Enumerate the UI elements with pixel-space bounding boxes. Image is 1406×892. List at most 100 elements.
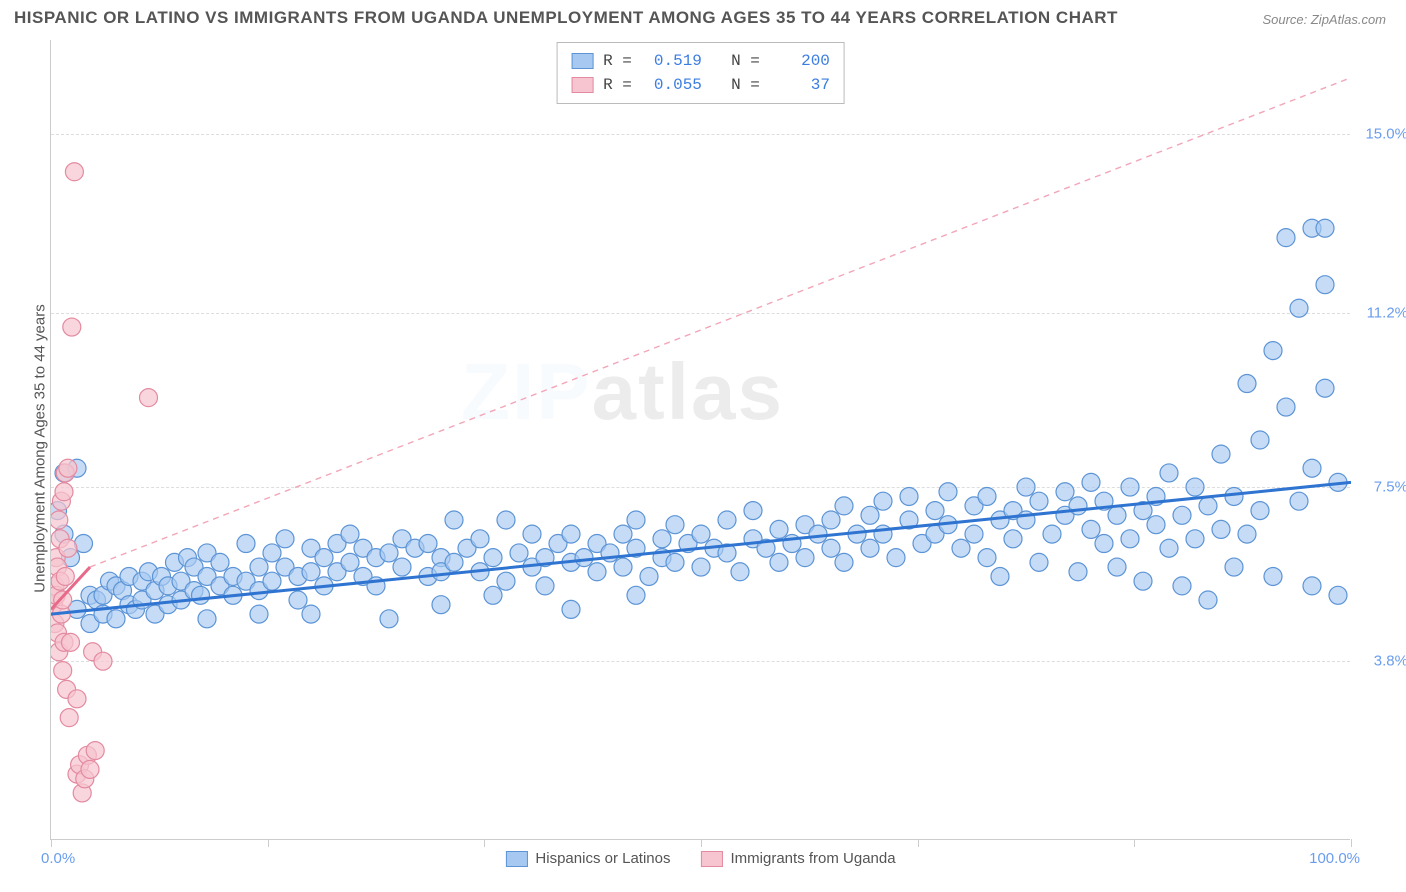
x-tick — [51, 839, 52, 847]
scatter-point — [1329, 586, 1347, 604]
scatter-point — [107, 610, 125, 628]
scatter-point — [1108, 506, 1126, 524]
scatter-point — [1043, 525, 1061, 543]
scatter-point — [1017, 478, 1035, 496]
y-axis-label: Unemployment Among Ages 35 to 44 years — [32, 299, 49, 599]
scatter-point — [588, 563, 606, 581]
scatter-point — [1160, 539, 1178, 557]
scatter-point — [315, 549, 333, 567]
scatter-point — [380, 610, 398, 628]
scatter-point — [94, 652, 112, 670]
scatter-point — [1186, 478, 1204, 496]
scatter-point — [575, 549, 593, 567]
scatter-point — [1238, 525, 1256, 543]
scatter-point — [1212, 445, 1230, 463]
scatter-point — [289, 591, 307, 609]
scatter-point — [432, 596, 450, 614]
scatter-point — [926, 502, 944, 520]
scatter-point — [68, 690, 86, 708]
legend-swatch — [571, 53, 593, 69]
scatter-point — [1277, 229, 1295, 247]
scatter-point — [1264, 342, 1282, 360]
legend-r-value: 0.055 — [642, 73, 702, 97]
scatter-point — [1121, 530, 1139, 548]
legend-n-label: N = — [712, 73, 760, 97]
scatter-point — [653, 530, 671, 548]
scatter-point — [835, 497, 853, 515]
scatter-point — [497, 511, 515, 529]
scatter-point — [614, 525, 632, 543]
scatter-point — [1069, 497, 1087, 515]
scatter-point — [1290, 492, 1308, 510]
legend-n-value: 37 — [770, 73, 830, 97]
scatter-point — [1277, 398, 1295, 416]
scatter-point — [614, 558, 632, 576]
scatter-point — [341, 525, 359, 543]
scatter-point — [302, 563, 320, 581]
legend-r-label: R = — [603, 73, 632, 97]
scatter-point — [81, 760, 99, 778]
scatter-point — [54, 662, 72, 680]
scatter-point — [1082, 520, 1100, 538]
x-axis-max-label: 100.0% — [1309, 850, 1360, 867]
scatter-point — [562, 600, 580, 618]
scatter-point — [536, 577, 554, 595]
scatter-point — [393, 558, 411, 576]
scatter-point — [1251, 431, 1269, 449]
scatter-point — [1225, 558, 1243, 576]
scatter-point — [192, 586, 210, 604]
scatter-point — [1251, 502, 1269, 520]
x-tick — [918, 839, 919, 847]
scatter-point — [627, 511, 645, 529]
scatter-point — [991, 567, 1009, 585]
x-tick — [484, 839, 485, 847]
scatter-point — [1316, 379, 1334, 397]
scatter-point — [666, 553, 684, 571]
x-tick — [701, 839, 702, 847]
scatter-point — [666, 516, 684, 534]
scatter-point — [744, 502, 762, 520]
scatter-point — [562, 525, 580, 543]
scatter-point — [1056, 483, 1074, 501]
scatter-point — [978, 549, 996, 567]
scatter-point — [54, 591, 72, 609]
y-tick-label: 15.0% — [1358, 126, 1406, 143]
scatter-point — [51, 511, 68, 529]
legend-row: R = 0.055 N = 37 — [571, 73, 830, 97]
scatter-point — [1303, 459, 1321, 477]
scatter-point — [1121, 478, 1139, 496]
scatter-point — [822, 511, 840, 529]
scatter-point — [978, 487, 996, 505]
scatter-point — [65, 163, 83, 181]
scatter-point — [86, 742, 104, 760]
scatter-point — [497, 572, 515, 590]
scatter-point — [510, 544, 528, 562]
x-axis-min-label: 0.0% — [41, 850, 75, 867]
scatter-point — [1173, 506, 1191, 524]
scatter-point — [939, 483, 957, 501]
legend-swatch — [505, 851, 527, 867]
scatter-point — [796, 549, 814, 567]
scatter-point — [770, 553, 788, 571]
scatter-point — [341, 553, 359, 571]
scatter-point — [1316, 276, 1334, 294]
scatter-point — [1199, 591, 1217, 609]
scatter-point — [965, 525, 983, 543]
legend-r-label: R = — [603, 49, 632, 73]
scatter-point — [627, 586, 645, 604]
legend-row: R =0.519 N =200 — [571, 49, 830, 73]
y-tick-label: 7.5% — [1358, 479, 1406, 496]
scatter-point — [809, 525, 827, 543]
scatter-point — [1199, 497, 1217, 515]
scatter-point — [692, 525, 710, 543]
scatter-point — [887, 549, 905, 567]
plot-area: ZIPatlas 3.8%7.5%11.2%15.0% R =0.519 N =… — [50, 40, 1350, 840]
scatter-point — [1030, 553, 1048, 571]
scatter-point — [250, 605, 268, 623]
scatter-point — [380, 544, 398, 562]
scatter-point — [523, 525, 541, 543]
scatter-point — [874, 492, 892, 510]
scatter-point — [1030, 492, 1048, 510]
scatter-point — [1264, 567, 1282, 585]
legend-label: Immigrants from Uganda — [731, 850, 896, 867]
